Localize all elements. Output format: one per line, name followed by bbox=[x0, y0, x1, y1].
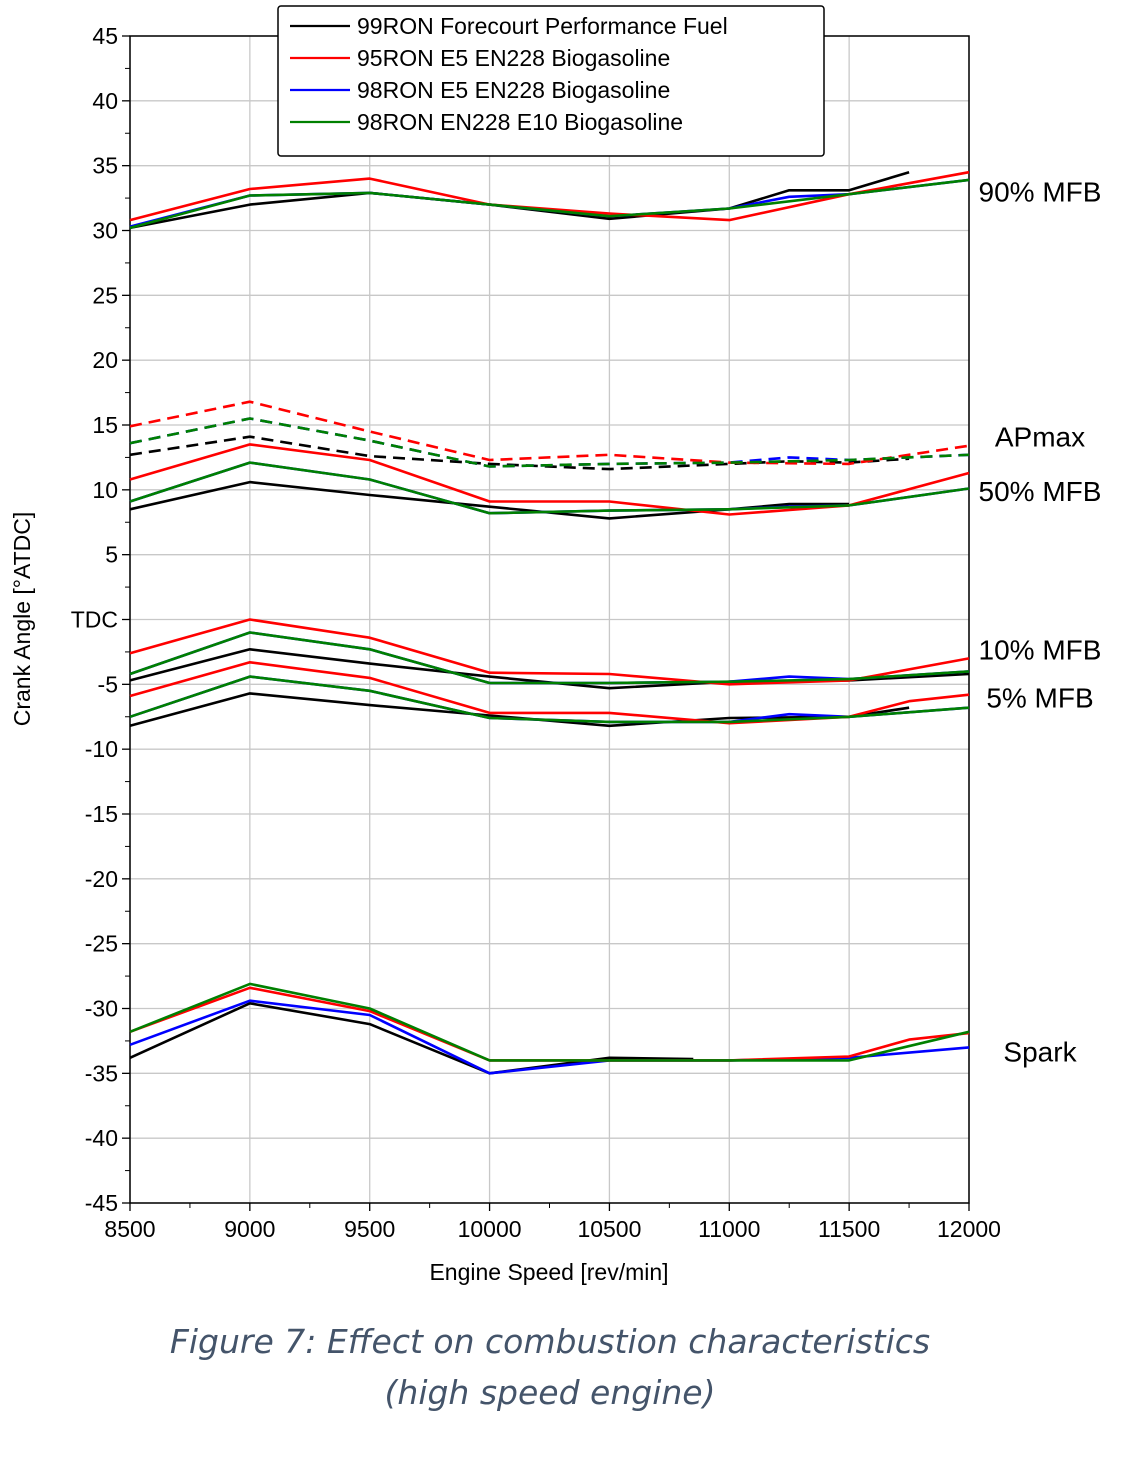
legend-entry-label: 99RON Forecourt Performance Fuel bbox=[357, 13, 728, 39]
group-label: 10% MFB bbox=[979, 634, 1102, 665]
group-label: 50% MFB bbox=[979, 476, 1102, 507]
group-label: APmax bbox=[995, 422, 1085, 453]
series-line bbox=[129, 170, 910, 230]
series-line bbox=[129, 631, 970, 685]
x-tick-label: 12000 bbox=[937, 1216, 1001, 1242]
series-line bbox=[129, 1001, 694, 1075]
y-tick-label: TDC bbox=[71, 607, 118, 633]
series-line bbox=[129, 417, 970, 468]
y-tick-label: -35 bbox=[85, 1060, 118, 1086]
series-group bbox=[129, 660, 970, 728]
y-tick-label: 5 bbox=[105, 542, 118, 568]
grid bbox=[129, 35, 970, 1204]
y-tick-label: 20 bbox=[92, 347, 118, 373]
legend-entry-label: 98RON EN228 E10 Biogasoline bbox=[357, 109, 683, 135]
x-tick-label: 11500 bbox=[818, 1216, 880, 1242]
x-tick-label: 10000 bbox=[458, 1216, 522, 1242]
y-tick-label: 10 bbox=[92, 477, 118, 503]
series-line bbox=[129, 618, 970, 686]
y-tick-label: 40 bbox=[92, 88, 118, 114]
x-tick-label: 9000 bbox=[224, 1216, 275, 1242]
x-axis-title: Engine Speed [rev/min] bbox=[429, 1259, 668, 1285]
series-line bbox=[129, 675, 970, 724]
y-tick-label: 45 bbox=[92, 23, 118, 49]
x-tick-label: 10500 bbox=[577, 1216, 641, 1242]
legend-box bbox=[277, 5, 825, 157]
series-line bbox=[129, 178, 970, 230]
y-tick-label: -45 bbox=[85, 1190, 118, 1216]
series-line bbox=[129, 631, 970, 685]
y-tick-label: -30 bbox=[85, 996, 118, 1022]
group-label: Spark bbox=[1003, 1036, 1077, 1067]
legend-entry-label: 95RON E5 EN228 Biogasoline bbox=[357, 45, 670, 71]
y-tick-label: 30 bbox=[92, 218, 118, 244]
series-layer bbox=[129, 170, 970, 1075]
series-line bbox=[129, 400, 970, 466]
series-group bbox=[129, 170, 970, 230]
figure-caption-subtitle: (high speed engine) bbox=[384, 1373, 716, 1412]
group-label: 90% MFB bbox=[979, 177, 1102, 208]
y-axis-title: Crank Angle [°ATDC] bbox=[9, 512, 35, 727]
group-label: 5% MFB bbox=[986, 682, 1093, 713]
series-line bbox=[129, 982, 970, 1062]
figure-caption: Figure 7: Effect on combustion character… bbox=[169, 1322, 931, 1361]
series-group bbox=[129, 443, 970, 520]
series-line bbox=[129, 435, 910, 471]
series-group bbox=[129, 618, 970, 690]
y-tick-label: -10 bbox=[85, 736, 118, 762]
y-tick-label: -20 bbox=[85, 866, 118, 892]
series-line bbox=[129, 660, 970, 725]
series-group bbox=[129, 400, 970, 471]
x-tick-label: 11000 bbox=[698, 1216, 760, 1242]
y-tick-label: 15 bbox=[92, 412, 118, 438]
series-line bbox=[129, 417, 970, 468]
y-tick-label: -15 bbox=[85, 801, 118, 827]
series-line bbox=[129, 999, 970, 1075]
group-labels: 90% MFB APmax 50% MFB 10% MFB 5% MFB Spark bbox=[979, 177, 1102, 1068]
series-line bbox=[129, 461, 970, 515]
y-tick-label: -5 bbox=[98, 671, 118, 697]
y-tick-label: 35 bbox=[92, 153, 118, 179]
axis-ticks: 45 40 35 30 25 20 15 10 5 TDC -5 -10 -15 -20 -25 -30 -35… bbox=[71, 23, 1001, 1242]
x-tick-label: 9500 bbox=[344, 1216, 395, 1242]
legend-entry-label: 98RON E5 EN228 Biogasoline bbox=[357, 77, 670, 103]
y-tick-label: 25 bbox=[92, 282, 118, 308]
series-group bbox=[129, 982, 970, 1075]
y-tick-label: -25 bbox=[85, 931, 118, 957]
series-line bbox=[129, 986, 970, 1062]
x-tick-label: 8500 bbox=[104, 1216, 155, 1242]
y-tick-label: -40 bbox=[85, 1125, 118, 1151]
combustion-chart: 45 40 35 30 25 20 15 10 5 TDC -5 -10 -15 -20 -25 -30 -35… bbox=[9, 5, 1102, 1285]
legend: 99RON Forecourt Performance Fuel 95RON E5… bbox=[277, 5, 825, 157]
